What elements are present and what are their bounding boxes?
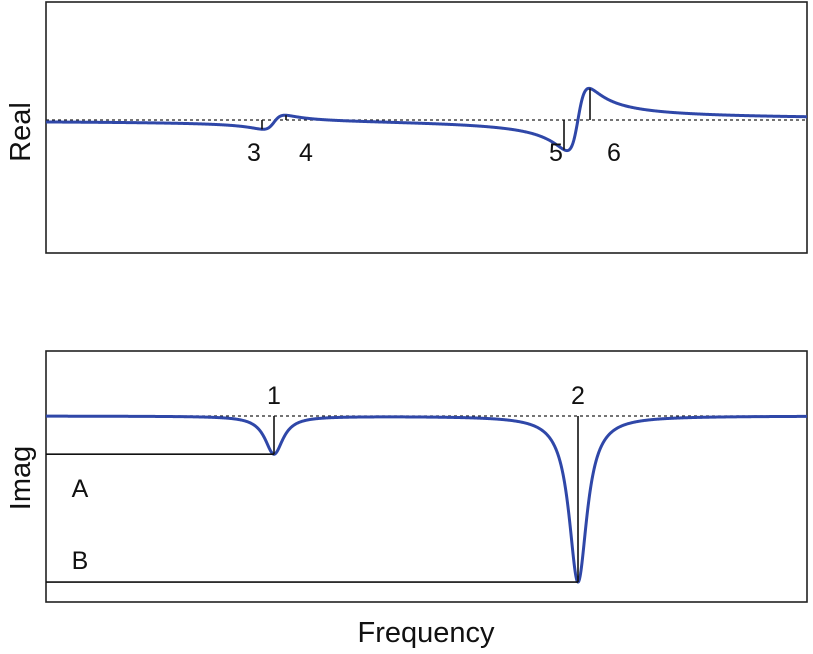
real-marker-label-6: 6 [607, 139, 621, 167]
real-plot-frame [45, 1, 808, 254]
real-panel: 3 4 5 6 Real [5, 1, 808, 254]
level-label-b: B [72, 547, 89, 575]
x-axis-label: Frequency [357, 617, 495, 649]
imag-markers: 1 2 A B [46, 382, 585, 583]
imag-panel: 1 2 A B Imag Frequency [5, 350, 808, 649]
level-label-a: A [72, 475, 89, 503]
real-markers: 3 4 5 6 [247, 88, 621, 167]
imag-plot-frame [45, 350, 808, 603]
real-y-axis-label: Real [5, 102, 37, 162]
imag-y-axis-label: Imag [5, 446, 37, 510]
imag-marker-label-2: 2 [571, 382, 585, 410]
imag-series-line [45, 414, 808, 584]
real-marker-label-4: 4 [299, 139, 313, 167]
real-marker-label-3: 3 [247, 139, 261, 167]
real-series-line [45, 86, 808, 153]
real-marker-label-5: 5 [549, 139, 563, 167]
imag-marker-label-1: 1 [267, 382, 281, 410]
